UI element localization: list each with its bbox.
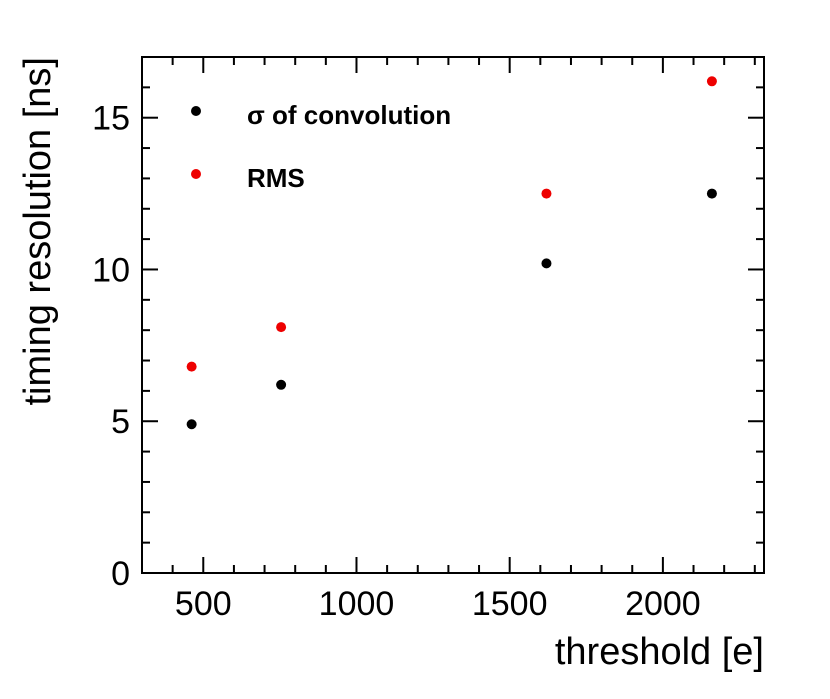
legend-label-2: RMS: [247, 163, 305, 193]
x-axis-title: threshold [e]: [555, 631, 764, 673]
series-1-point: [276, 379, 287, 390]
series-1-point: [541, 258, 552, 269]
plot-frame: [141, 56, 765, 574]
axis-ticks: [142, 56, 764, 574]
x-tick-label: 2000: [625, 585, 701, 623]
y-tick-label: 5: [111, 403, 130, 441]
legend: σ of convolution RMS: [191, 100, 451, 193]
legend-label-1: σ of convolution: [247, 100, 451, 130]
y-tick-label: 0: [111, 555, 130, 593]
y-tick-label: 10: [92, 251, 130, 289]
x-tick-label: 1000: [319, 585, 395, 623]
series-2-point: [186, 361, 197, 372]
axis-tick-labels: 500 1000 1500 2000 0 5 10 15: [92, 100, 701, 623]
legend-marker-2: [191, 169, 201, 179]
series-1-point: [186, 419, 197, 430]
series-2-point: [706, 76, 717, 87]
x-tick-label: 1500: [472, 585, 548, 623]
y-tick-label: 15: [92, 100, 130, 138]
series-1-point: [706, 188, 717, 199]
series-2-point: [541, 188, 552, 199]
x-tick-label: 500: [175, 585, 232, 623]
legend-marker-1: [191, 106, 201, 116]
data-points: [186, 76, 717, 430]
series-2-point: [276, 322, 287, 333]
y-axis-title: timing resolution [ns]: [17, 57, 59, 406]
